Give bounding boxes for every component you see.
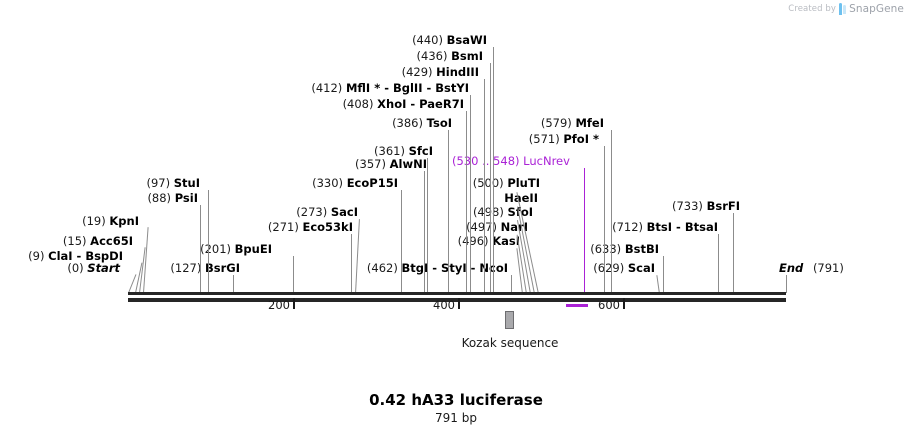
site-label-xhoi-paer7i[interactable]: (408) XhoI - PaeR7I bbox=[342, 97, 464, 111]
site-label-scai[interactable]: (629) ScaI bbox=[593, 261, 655, 275]
site-label-bsrgi[interactable]: (127) BsrGI bbox=[170, 261, 240, 275]
leader-line-bsrfi bbox=[733, 213, 734, 293]
watermark-created-by: Created by bbox=[788, 4, 837, 14]
site-label-bstbi[interactable]: (633) BstBI bbox=[590, 242, 659, 256]
feature-primer-lucnrev[interactable] bbox=[566, 304, 588, 307]
leader-line-pfoi bbox=[604, 146, 605, 293]
leader-line-bsawi bbox=[493, 47, 494, 293]
leader-line-bstbi bbox=[663, 256, 664, 293]
site-label-btsi-btsai[interactable]: (712) BtsI - BtsaI bbox=[612, 220, 718, 234]
site-label-kpni[interactable]: (19) KpnI bbox=[82, 214, 139, 228]
site-label-acc65i[interactable]: (15) Acc65I bbox=[62, 234, 133, 248]
site-label-btgi-styi-ncoi[interactable]: (462) BtgI - StyI - NcoI bbox=[366, 261, 508, 275]
leader-line-sfci bbox=[427, 158, 428, 293]
site-label-tsoi[interactable]: (386) TsoI bbox=[392, 116, 452, 130]
leader-line-btsi bbox=[718, 234, 719, 293]
watermark-brand: SnapGene bbox=[849, 3, 904, 15]
leader-line-mfli bbox=[470, 95, 471, 293]
snapgene-watermark: Created by SnapGene bbox=[788, 3, 904, 15]
site-label-stui[interactable]: (97) StuI bbox=[146, 176, 200, 190]
map-title: 0.42 hA33 luciferase bbox=[369, 391, 543, 409]
site-label-bsawi[interactable]: (440) BsaWI bbox=[412, 33, 487, 47]
site-label-pluti[interactable]: (500) PluTI bbox=[472, 176, 540, 190]
leader-line-xhoi bbox=[466, 111, 467, 293]
site-label-pfoi[interactable]: (571) PfoI * bbox=[528, 132, 599, 146]
site-label-bsmi[interactable]: (436) BsmI bbox=[416, 49, 483, 63]
site-label-kasi[interactable]: (496) KasI bbox=[457, 234, 520, 248]
label-start[interactable]: (0) Start bbox=[67, 261, 120, 275]
sequence-backbone-top bbox=[128, 292, 786, 295]
leader-line-alwni bbox=[424, 171, 425, 293]
leader-line-bsrgi bbox=[233, 275, 234, 293]
feature-label-lucnrev[interactable]: (530 .. 548) LucNrev bbox=[452, 154, 570, 168]
leader-line-hindiii bbox=[484, 79, 485, 293]
site-label-bpuei[interactable]: (201) BpuEI bbox=[200, 242, 272, 256]
ruler-label-400: 400 bbox=[433, 298, 455, 312]
site-label-ecop15i[interactable]: (330) EcoP15I bbox=[312, 176, 398, 190]
leader-line-end bbox=[786, 275, 787, 293]
leader-line-ecop15i bbox=[401, 190, 402, 293]
feature-box-kozak-sequence[interactable] bbox=[505, 311, 514, 329]
sequence-backbone-bottom bbox=[128, 298, 786, 302]
leader-line-lucnrev bbox=[584, 168, 585, 293]
leader-line-mfei bbox=[611, 130, 612, 293]
map-subtitle-length: 791 bp bbox=[435, 411, 477, 425]
site-label-alwni[interactable]: (357) AlwNI bbox=[355, 157, 427, 171]
ruler-tick-400 bbox=[458, 298, 460, 309]
leader-line-psii bbox=[200, 205, 201, 293]
leader-line-eco53ki bbox=[351, 234, 352, 293]
site-label-hindiii[interactable]: (429) HindIII bbox=[401, 65, 479, 79]
site-label-saci[interactable]: (273) SacI bbox=[296, 205, 358, 219]
snapgene-logo-icon bbox=[839, 3, 847, 15]
leader-line-bsmi bbox=[490, 63, 491, 293]
site-label-mfli-bglii-bstyi[interactable]: (412) MflI * - BglII - BstYI bbox=[311, 81, 469, 95]
ruler-label-200: 200 bbox=[268, 298, 290, 312]
site-label-bsrfi[interactable]: (733) BsrFI bbox=[671, 199, 740, 213]
ruler-label-600: 600 bbox=[598, 298, 620, 312]
site-label-clai-bspdi[interactable]: (9) ClaI - BspDI bbox=[28, 249, 123, 263]
site-label-sfci[interactable]: (361) SfcI bbox=[374, 144, 433, 158]
leader-line-bpuei bbox=[293, 256, 294, 293]
ruler-tick-200 bbox=[293, 298, 295, 309]
leader-line-btgi bbox=[511, 275, 512, 293]
leader-line-saci bbox=[355, 219, 360, 295]
leader-line-tsoi bbox=[448, 130, 449, 293]
site-label-haeii[interactable]: HaeII bbox=[504, 191, 538, 205]
label-end[interactable]: End (791) bbox=[779, 261, 844, 275]
site-label-sfoi[interactable]: (498) SfoI bbox=[472, 205, 533, 219]
site-label-eco53ki[interactable]: (271) Eco53kI bbox=[267, 220, 353, 234]
feature-caption-kozak-sequence: Kozak sequence bbox=[461, 336, 559, 350]
leader-line-stui bbox=[208, 190, 209, 293]
site-label-psii[interactable]: (88) PsiI bbox=[147, 191, 198, 205]
ruler-tick-600 bbox=[623, 298, 625, 309]
site-label-mfei[interactable]: (579) MfeI bbox=[540, 116, 604, 130]
